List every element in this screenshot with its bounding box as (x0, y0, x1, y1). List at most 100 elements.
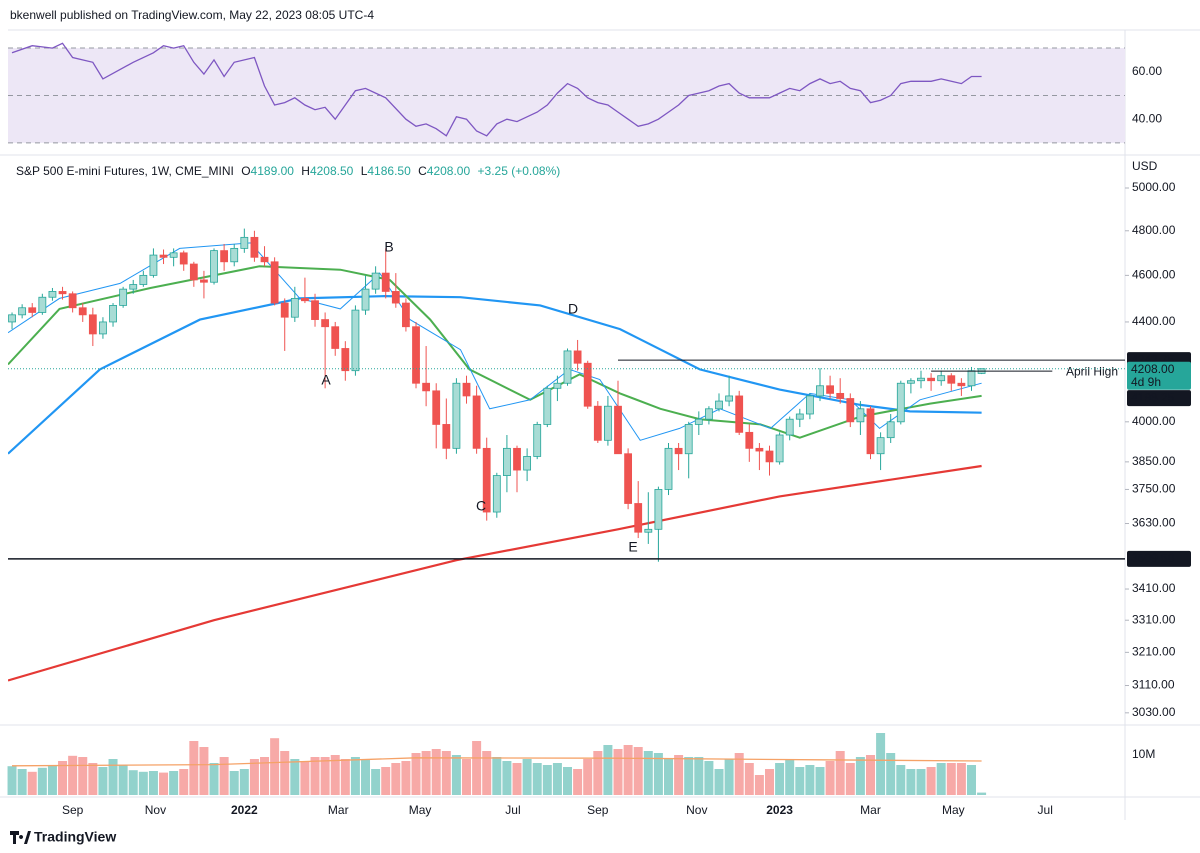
candle-body (937, 375, 946, 382)
volume-bar (159, 772, 169, 795)
candle-body (8, 314, 16, 323)
candle-body (210, 250, 218, 283)
candle-body (341, 348, 350, 372)
o-label: O (241, 164, 250, 178)
volume-bar (391, 763, 401, 795)
volume-bar (371, 769, 381, 795)
candle-body (68, 293, 77, 309)
volume-bar (411, 753, 421, 795)
volume-bar (886, 753, 896, 795)
volume-bar (764, 769, 774, 795)
candle-body (331, 326, 340, 349)
volume-bar (966, 765, 976, 795)
volume-bar (664, 759, 674, 795)
annotation: C (476, 498, 486, 514)
candle-body (846, 398, 855, 423)
volume-bar (734, 753, 744, 795)
candle-body (361, 288, 370, 311)
volume-bar (502, 761, 512, 795)
candle-body (58, 291, 67, 295)
volume-bar (270, 738, 280, 795)
candle-body (452, 382, 461, 449)
candle-body (230, 247, 239, 263)
candle-body (149, 254, 158, 276)
candle-body (654, 489, 663, 530)
candle-body (119, 288, 128, 306)
candle-body (694, 418, 703, 425)
volume-bar (462, 759, 472, 795)
candle-body (301, 298, 309, 302)
candle-body (109, 305, 117, 323)
candle-body (432, 390, 441, 425)
volume-bar (148, 771, 158, 795)
candle-body (513, 447, 521, 471)
volume-bar (643, 751, 653, 795)
volume-bar (37, 767, 47, 795)
candle-body (816, 385, 824, 397)
annotation: D (568, 301, 578, 317)
volume-bar (956, 763, 966, 795)
annotation: B (384, 239, 393, 255)
candle-body (462, 382, 471, 397)
volume-bar (209, 763, 219, 795)
x-tick-label: Jul (505, 803, 520, 817)
rsi-line (11, 42, 982, 137)
candle-body (674, 447, 683, 455)
volume-bar (280, 751, 290, 795)
y-tick-label: 3630.00 (1132, 516, 1176, 530)
candle-body (573, 350, 582, 364)
volume-bar (674, 755, 684, 795)
y-tick-label: 3110.00 (1132, 678, 1175, 692)
volume-bar (128, 770, 138, 795)
candle-body (422, 382, 431, 392)
volume-bar (451, 755, 461, 795)
volume-bar (744, 763, 754, 795)
candle-body (785, 418, 794, 436)
candle-body (614, 405, 622, 455)
candle-body (866, 408, 875, 455)
candle-body (311, 300, 319, 320)
level-label-text: 4198.25 (1131, 390, 1175, 404)
volume-bar (623, 745, 633, 795)
y-tick-label: 5000.00 (1132, 180, 1176, 194)
candle-body (755, 447, 764, 452)
candle-body (472, 395, 481, 449)
last-price-label (1127, 361, 1191, 390)
volume-bar (340, 759, 350, 795)
candle-body (402, 302, 410, 328)
candle-body (583, 362, 592, 407)
candle-body (159, 254, 168, 258)
volume-bar (865, 755, 875, 795)
candle-body (280, 302, 289, 318)
candle-body (927, 377, 935, 382)
volume-bar (593, 751, 603, 795)
candle-body (725, 395, 734, 402)
symbol: S&P 500 E-mini Futures, 1W, CME_MINI (16, 164, 234, 178)
x-tick-label: 2022 (231, 803, 258, 817)
volume-bar (512, 763, 522, 795)
y-tick-label: 4800.00 (1132, 223, 1176, 237)
x-tick-label: Nov (145, 803, 166, 817)
volume-bar (845, 763, 855, 795)
candle-body (795, 413, 804, 420)
candle-body (553, 382, 562, 389)
currency: USD (1132, 159, 1158, 173)
volume-bar (916, 769, 926, 795)
volume-bar (563, 767, 573, 795)
volume-bar (7, 766, 17, 795)
candle-body (876, 437, 885, 455)
volume-bar (381, 767, 391, 795)
candle-body (543, 387, 552, 425)
candle-body (391, 291, 400, 304)
level-note: April High (1066, 364, 1118, 378)
annotation: A (321, 372, 331, 388)
o-value: 4189.00 (251, 164, 295, 178)
volume-bar (27, 771, 37, 795)
candle-body (805, 395, 814, 415)
candle-body (826, 385, 834, 394)
y-tick-label: 3310.00 (1132, 612, 1176, 626)
volume-bar (583, 759, 593, 795)
volume-bar (169, 771, 179, 795)
candle-body (503, 447, 511, 476)
x-tick-label: Nov (686, 803, 707, 817)
